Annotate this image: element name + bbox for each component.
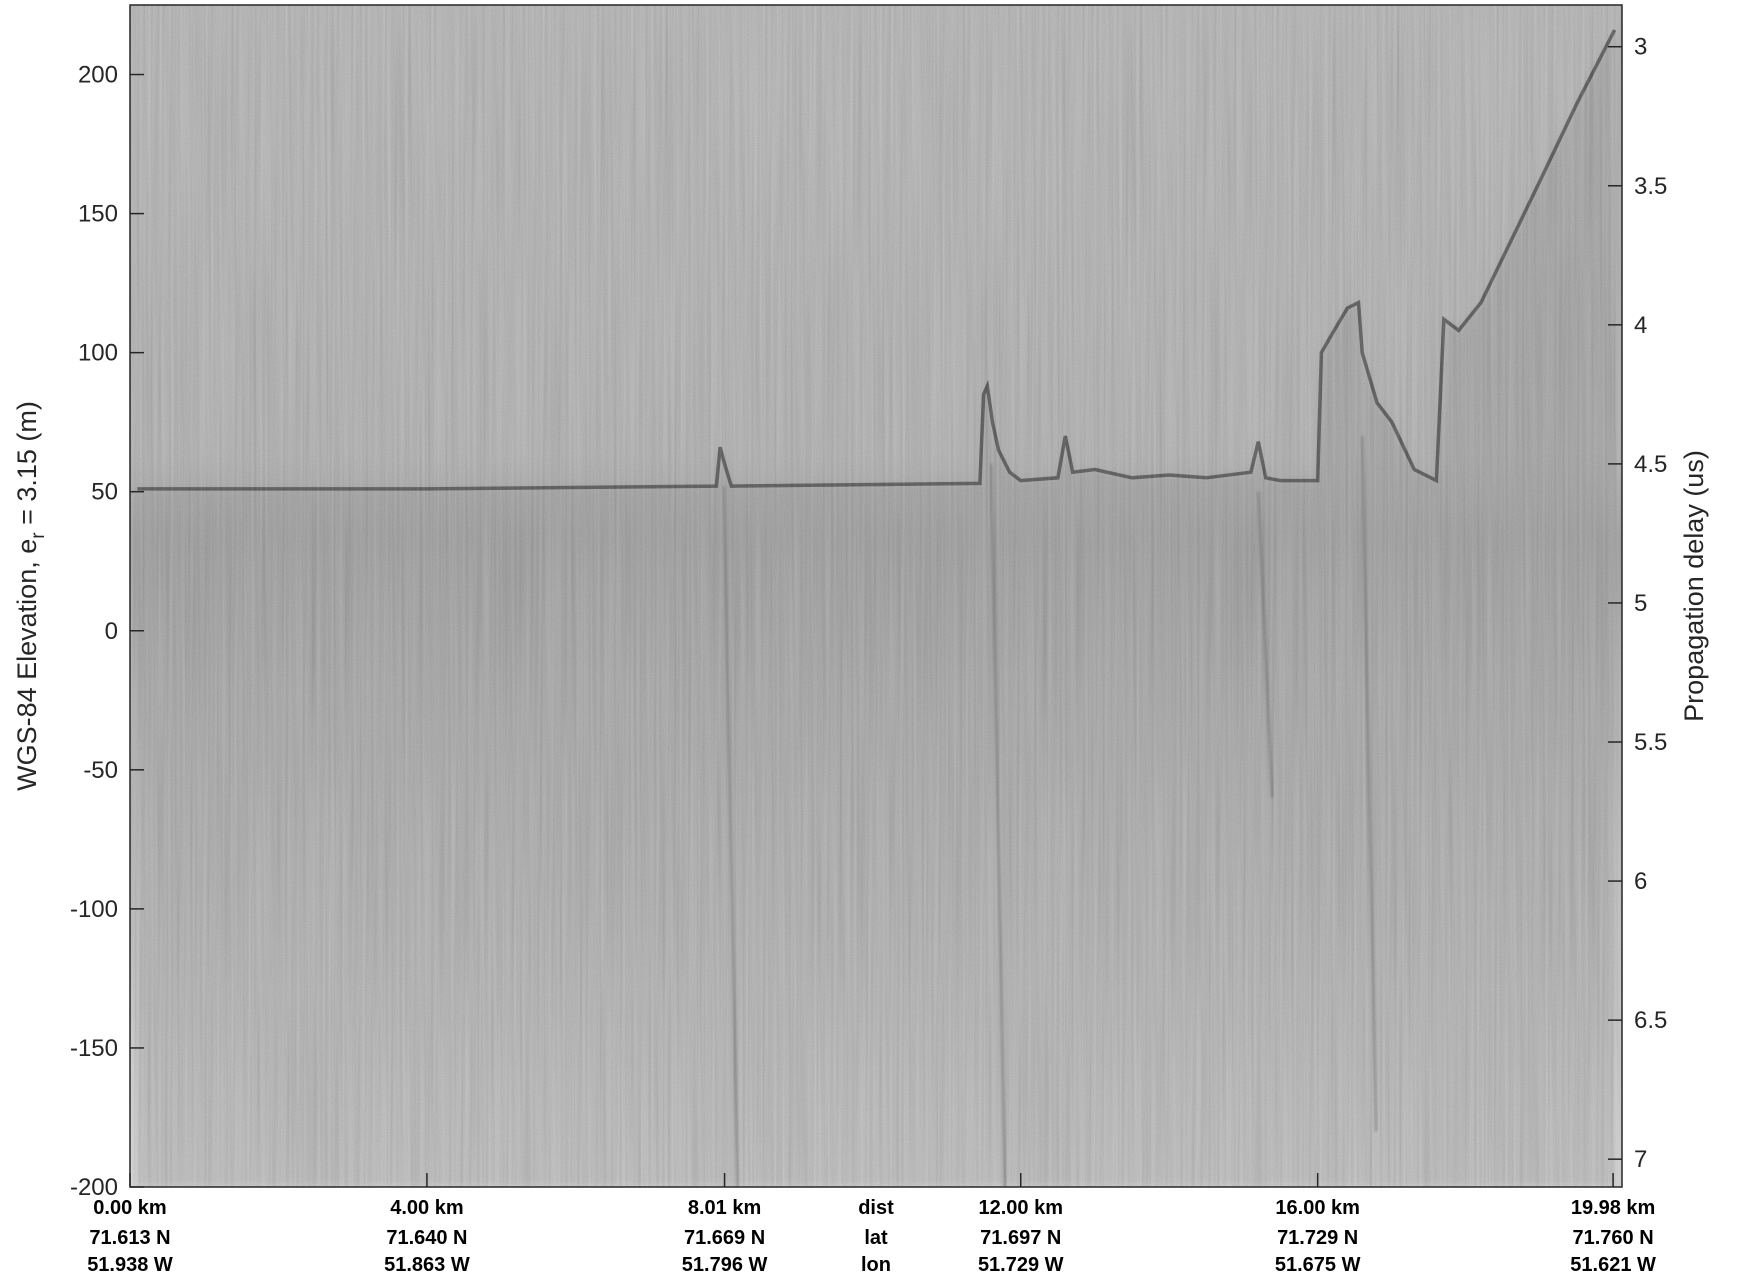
- row-name-dist: dist: [858, 1197, 894, 1219]
- left-tick-label: -150: [70, 1035, 118, 1062]
- x-tick-dist-label: 8.01 km: [688, 1197, 761, 1219]
- streak-noise: [130, 5, 1622, 1187]
- x-tick-lon-label: 51.675 W: [1275, 1254, 1361, 1274]
- x-tick-dist-label: 19.98 km: [1571, 1197, 1656, 1219]
- x-tick-dist-label: 12.00 km: [978, 1197, 1063, 1219]
- right-tick-label: 6: [1634, 868, 1647, 895]
- x-tick-lon-label: 51.729 W: [978, 1254, 1064, 1274]
- left-tick-label: 100: [78, 340, 118, 367]
- right-tick-label: 3: [1634, 34, 1647, 61]
- right-tick-label: 7: [1634, 1146, 1647, 1173]
- right-y-axis: 33.544.555.566.577.5: [1608, 34, 1667, 1173]
- x-tick-lon-label: 51.621 W: [1570, 1254, 1656, 1274]
- x-tick-dist-label: 0.00 km: [93, 1197, 166, 1219]
- x-tick-dist-label: 4.00 km: [390, 1197, 463, 1219]
- ylabel-left-suffix: = 3.15 (m): [12, 401, 42, 532]
- left-tick-label: 50: [91, 479, 118, 506]
- ylabel-left-subscript: r: [28, 532, 49, 539]
- right-tick-label: 6.5: [1634, 1007, 1667, 1034]
- x-tick-lat-label: 71.760 N: [1573, 1227, 1654, 1249]
- x-tick-lon-label: 51.796 W: [682, 1254, 768, 1274]
- right-tick-label: 5: [1634, 590, 1647, 617]
- x-tick-lat-label: 71.729 N: [1277, 1227, 1358, 1249]
- left-tick-label: -50: [83, 757, 118, 784]
- ylabel-left-prefix: WGS-84 Elevation, e: [12, 539, 42, 791]
- right-tick-label: 5.5: [1634, 729, 1667, 756]
- left-tick-label: 0: [105, 618, 118, 645]
- left-tick-label: 200: [78, 62, 118, 89]
- echogram-image: [130, 5, 1622, 1187]
- left-y-axis-title: WGS-84 Elevation, er = 3.15 (m): [12, 401, 49, 791]
- right-tick-label: 4: [1634, 312, 1647, 339]
- x-tick-lat-label: 71.613 N: [89, 1227, 170, 1249]
- x-tick-lat-label: 71.697 N: [980, 1227, 1061, 1249]
- x-tick-dist-label: 16.00 km: [1275, 1197, 1360, 1219]
- x-axis-labels: 0.00 km 71.613 N 51.938 W 4.00 km 71.640 N 51…: [87, 1173, 1656, 1274]
- x-tick-lat-label: 71.669 N: [684, 1227, 765, 1249]
- left-tick-label: 150: [78, 201, 118, 228]
- right-tick-label: 4.5: [1634, 451, 1667, 478]
- left-tick-label: -200: [70, 1174, 118, 1201]
- x-tick-lon-label: 51.863 W: [384, 1254, 470, 1274]
- x-tick-lat-label: 71.640 N: [386, 1227, 467, 1249]
- left-tick-label: -100: [70, 896, 118, 923]
- row-name-lon: lon: [861, 1254, 891, 1274]
- row-name-lat: lat: [864, 1227, 888, 1249]
- x-tick-lon-label: 51.938 W: [87, 1254, 173, 1274]
- axes-box: [129, 4, 1623, 1188]
- left-y-axis: 200 150 100 50 0 -50 -100 -150 -200: [70, 62, 144, 1201]
- right-y-axis-title: Propagation delay (us): [1679, 450, 1709, 722]
- right-tick-label: 3.5: [1634, 173, 1667, 200]
